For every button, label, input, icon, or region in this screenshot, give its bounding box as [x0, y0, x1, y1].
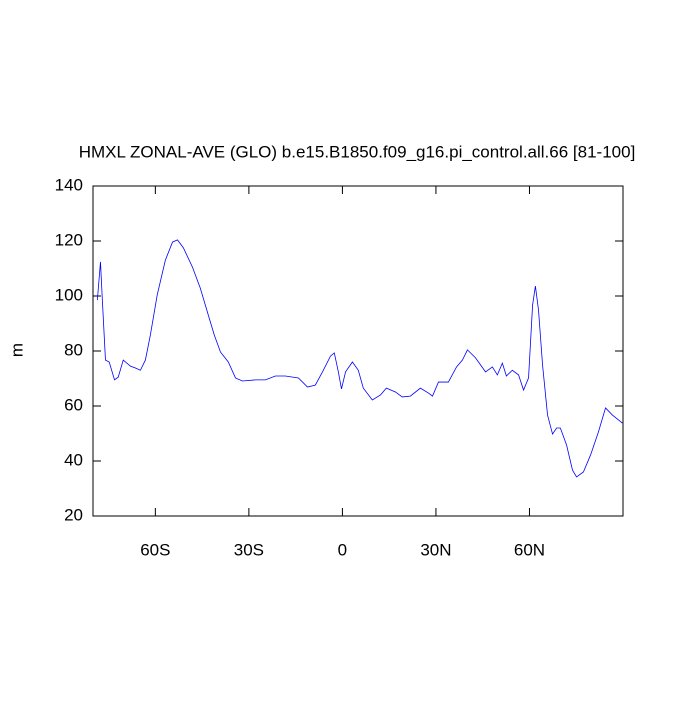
y-tick-label: 20	[64, 505, 83, 524]
y-tick-label: 60	[64, 395, 83, 414]
x-tick-label: 30S	[234, 540, 264, 559]
data-line	[96, 239, 623, 478]
y-tick-label: 100	[55, 285, 83, 304]
x-tick-label: 60N	[514, 540, 545, 559]
chart-title: HMXL ZONAL-AVE (GLO) b.e15.B1850.f09_g16…	[79, 142, 636, 161]
y-tick-label: 120	[55, 230, 83, 249]
y-axis-label: m	[7, 343, 26, 357]
x-tick-label: 0	[338, 540, 347, 559]
y-tick-label: 40	[64, 450, 83, 469]
y-tick-label: 80	[64, 340, 83, 359]
x-tick-label: 60S	[140, 540, 170, 559]
y-tick-label: 140	[55, 175, 83, 194]
plot-frame	[92, 185, 624, 517]
x-tick-label: 30N	[420, 540, 451, 559]
